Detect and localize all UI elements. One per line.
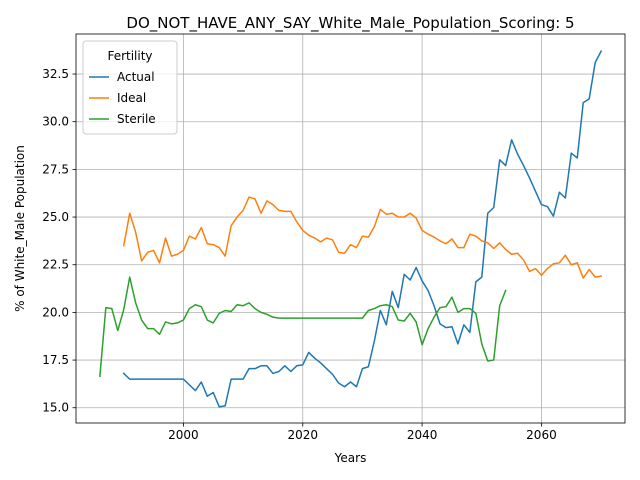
legend: Fertility Actual Ideal Sterile: [82, 40, 178, 135]
y-tick-label: 22.5: [42, 258, 69, 272]
y-tick-label: 27.5: [42, 162, 69, 176]
legend-label-actual: Actual: [117, 70, 155, 84]
y-axis: 15.0 17.5 20.0 22.5 25.0 27.5 30.0 32.5: [42, 67, 76, 415]
series-line-sterile: [99, 276, 507, 378]
series-layer: [99, 50, 603, 408]
legend-title: Fertility: [107, 49, 152, 63]
y-axis-label: % of White_Male Population: [13, 145, 27, 312]
chart-title: DO_NOT_HAVE_ANY_SAY_White_Male_Populatio…: [126, 14, 574, 33]
y-tick-label: 25.0: [42, 210, 69, 224]
grid: [76, 34, 625, 423]
x-tick-label: 2060: [526, 428, 557, 442]
series-line-ideal: [122, 196, 602, 279]
plot-frame: [75, 33, 626, 424]
legend-label-sterile: Sterile: [117, 112, 156, 126]
x-tick-label: 2040: [407, 428, 438, 442]
legend-label-ideal: Ideal: [117, 91, 146, 105]
x-axis-label: Years: [334, 451, 367, 465]
x-tick-label: 2020: [287, 428, 318, 442]
y-tick-label: 17.5: [42, 353, 69, 367]
y-tick-label: 15.0: [42, 401, 69, 415]
series-line-actual: [122, 50, 603, 408]
y-tick-label: 32.5: [42, 67, 69, 81]
legend-box: [82, 40, 178, 135]
x-tick-label: 2000: [168, 428, 199, 442]
y-tick-label: 30.0: [42, 115, 69, 129]
x-axis: 2000 2020 2040 2060: [168, 423, 557, 442]
y-tick-label: 20.0: [42, 305, 69, 319]
